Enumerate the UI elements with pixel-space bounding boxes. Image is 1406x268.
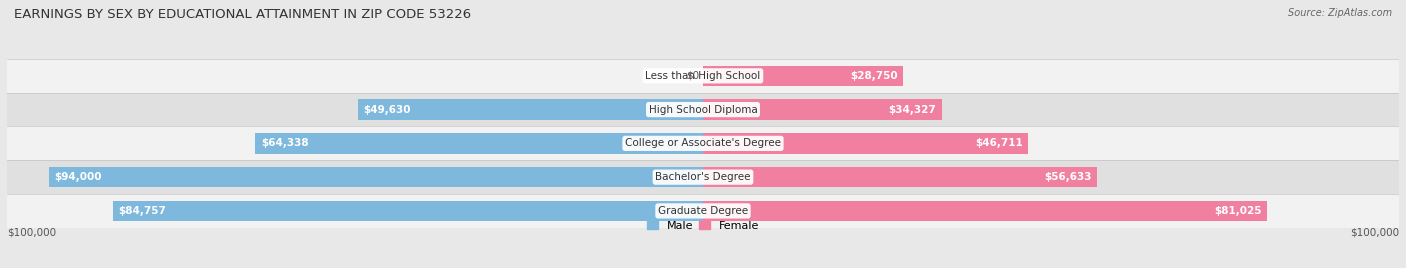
Text: $46,711: $46,711 <box>974 138 1022 148</box>
Legend: Male, Female: Male, Female <box>647 221 759 231</box>
Bar <box>112 201 703 221</box>
Text: $100,000: $100,000 <box>1350 228 1399 238</box>
Text: $84,757: $84,757 <box>118 206 166 216</box>
Text: EARNINGS BY SEX BY EDUCATIONAL ATTAINMENT IN ZIP CODE 53226: EARNINGS BY SEX BY EDUCATIONAL ATTAINMEN… <box>14 8 471 21</box>
Text: $0: $0 <box>686 71 700 81</box>
Text: $94,000: $94,000 <box>55 172 101 182</box>
Text: High School Diploma: High School Diploma <box>648 105 758 115</box>
Text: Graduate Degree: Graduate Degree <box>658 206 748 216</box>
Bar <box>49 167 703 187</box>
Bar <box>703 167 1097 187</box>
Text: Source: ZipAtlas.com: Source: ZipAtlas.com <box>1288 8 1392 18</box>
Text: Bachelor's Degree: Bachelor's Degree <box>655 172 751 182</box>
Bar <box>357 99 703 120</box>
Text: $100,000: $100,000 <box>7 228 56 238</box>
Bar <box>7 59 1399 93</box>
Bar <box>703 201 1267 221</box>
Bar <box>256 133 703 154</box>
Bar <box>703 99 942 120</box>
Text: $64,338: $64,338 <box>260 138 308 148</box>
Bar <box>7 194 1399 228</box>
Text: $34,327: $34,327 <box>889 105 936 115</box>
Bar <box>703 133 1028 154</box>
Text: $49,630: $49,630 <box>363 105 411 115</box>
Bar <box>7 93 1399 126</box>
Text: $28,750: $28,750 <box>849 71 897 81</box>
Bar <box>703 66 903 86</box>
Text: Less than High School: Less than High School <box>645 71 761 81</box>
Bar <box>7 126 1399 160</box>
Text: $56,633: $56,633 <box>1045 172 1091 182</box>
Text: $81,025: $81,025 <box>1213 206 1261 216</box>
Text: College or Associate's Degree: College or Associate's Degree <box>626 138 780 148</box>
Bar <box>7 160 1399 194</box>
